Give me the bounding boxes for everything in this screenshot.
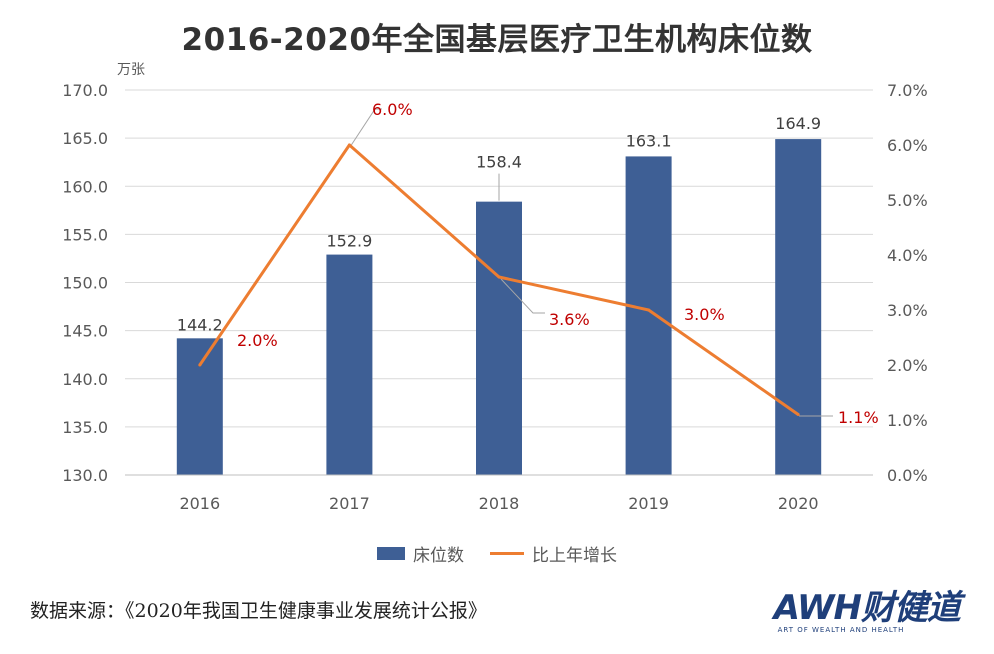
growth-value-label: 3.6% xyxy=(549,310,590,329)
bar-2017 xyxy=(326,254,373,475)
growth-value-label: 2.0% xyxy=(237,331,278,350)
growth-line xyxy=(198,143,800,416)
bar-value-label: 158.4 xyxy=(476,153,522,172)
right-tick-label: 5.0% xyxy=(887,191,928,210)
chart-title: 2016-2020年全国基层医疗卫生机构床位数 xyxy=(181,22,813,58)
bar-2018 xyxy=(476,201,522,475)
left-tick-label: 150.0 xyxy=(62,274,108,293)
data-source: 数据来源：《2020年我国卫生健康事业发展统计公报》 xyxy=(30,600,487,622)
left-tick-label: 130.0 xyxy=(62,466,108,485)
legend-bar-swatch xyxy=(377,547,405,560)
right-tick-label: 1.0% xyxy=(887,411,928,430)
left-tick-label: 135.0 xyxy=(62,418,108,437)
growth-value-label: 3.0% xyxy=(684,305,725,324)
legend-item-growth[interactable]: 比上年增长 xyxy=(490,541,617,566)
left-tick-label: 145.0 xyxy=(62,322,108,341)
bar-value-label: 163.1 xyxy=(626,131,672,150)
bar-2019 xyxy=(625,156,672,475)
leader-lines xyxy=(349,108,833,417)
brand-logo: AWH财健道 ART OF WEALTH AND HEALTH xyxy=(773,588,961,634)
x-tick-label: 2018 xyxy=(479,494,520,513)
growth-value-label: 6.0% xyxy=(372,100,413,119)
left-tick-label: 170.0 xyxy=(62,81,108,100)
x-axis: 2016 2017 2018 2019 2020 xyxy=(125,474,873,513)
left-axis: 130.0 135.0 140.0 145.0 150.0 155.0 160.0 165.0… xyxy=(62,62,145,485)
line-label-leader xyxy=(500,278,545,314)
x-tick-label: 2017 xyxy=(329,494,370,513)
legend-label-growth: 比上年增长 xyxy=(532,546,617,566)
data-labels: 144.2 152.9 158.4 163.1 164.9 2.0% 6.0% 3.6% 3.0… xyxy=(177,100,879,427)
line-label-leader xyxy=(349,108,382,148)
growth-value-label: 1.1% xyxy=(838,408,879,427)
legend-label-beds: 床位数 xyxy=(413,546,464,566)
growth-point-2016 xyxy=(198,363,202,367)
growth-point-2017 xyxy=(347,143,351,147)
right-tick-label: 6.0% xyxy=(887,136,928,155)
left-tick-label: 165.0 xyxy=(62,129,108,148)
legend: 床位数 比上年增长 xyxy=(0,541,994,566)
left-tick-label: 155.0 xyxy=(62,225,108,244)
right-axis: 0.0% 1.0% 2.0% 3.0% 4.0% 5.0% 6.0% 7.0% xyxy=(887,81,928,485)
bar-value-label: 164.9 xyxy=(775,114,821,133)
left-tick-label: 140.0 xyxy=(62,370,108,389)
right-tick-label: 7.0% xyxy=(887,81,928,100)
bar-value-label: 144.2 xyxy=(177,315,223,334)
growth-point-2019 xyxy=(647,308,651,312)
bar-2016 xyxy=(176,338,223,475)
growth-point-2018 xyxy=(497,275,501,279)
right-tick-label: 0.0% xyxy=(887,466,928,485)
left-axis-unit: 万张 xyxy=(117,62,145,78)
legend-line-swatch xyxy=(490,552,524,555)
x-tick-label: 2019 xyxy=(628,494,669,513)
x-tick-label: 2016 xyxy=(179,494,220,513)
bars xyxy=(176,139,822,475)
legend-item-beds[interactable]: 床位数 xyxy=(377,541,464,566)
brand-tagline: ART OF WEALTH AND HEALTH xyxy=(777,626,905,634)
bar-2020 xyxy=(775,139,822,475)
right-tick-label: 3.0% xyxy=(887,301,928,320)
brand-name: AWH财健道 xyxy=(773,588,961,628)
x-tick-label: 2020 xyxy=(778,494,819,513)
left-tick-label: 160.0 xyxy=(62,177,108,196)
growth-point-2020 xyxy=(796,413,800,416)
bar-value-label: 152.9 xyxy=(326,232,372,251)
right-tick-label: 2.0% xyxy=(887,356,928,375)
right-tick-label: 4.0% xyxy=(887,246,928,265)
